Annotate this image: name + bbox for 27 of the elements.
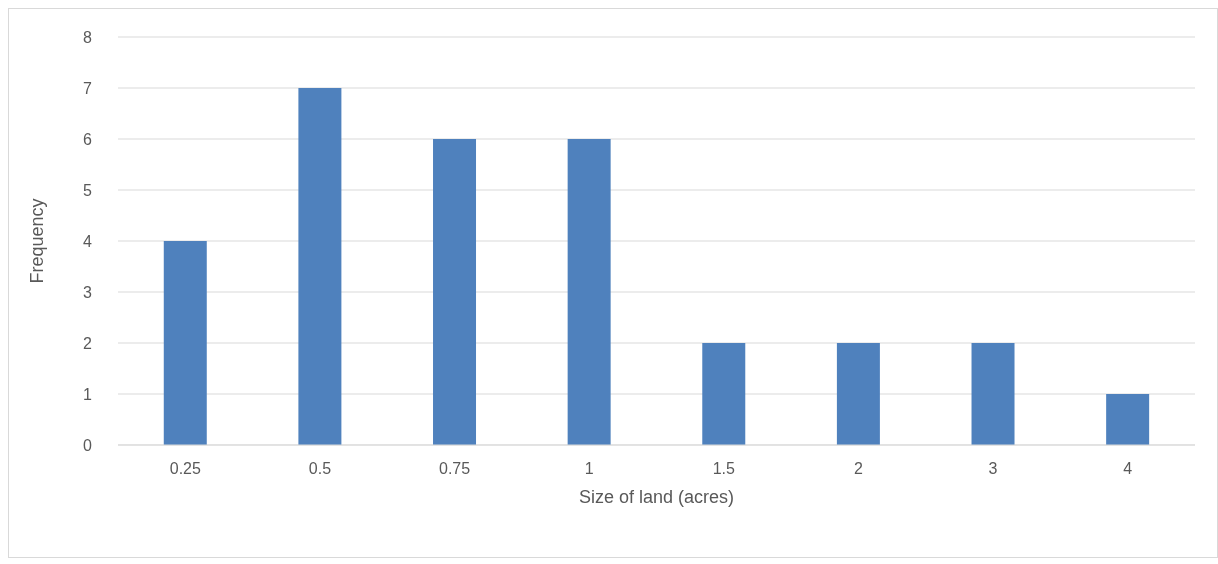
bar [971, 343, 1015, 445]
x-tick-label: 0.5 [308, 460, 332, 478]
y-tick-label: 4 [83, 232, 93, 250]
y-tick-label: 8 [83, 28, 93, 46]
bar [1106, 394, 1150, 445]
x-axis-title: Size of land (acres) [578, 487, 735, 507]
y-tick-label: 7 [83, 79, 93, 97]
x-tick-label: 3 [988, 460, 998, 478]
x-tick-label: 0.75 [438, 460, 471, 478]
y-tick-label: 3 [83, 283, 93, 301]
bar [433, 139, 477, 445]
y-tick-label: 2 [83, 334, 93, 352]
y-axis-title: Frequency [27, 198, 48, 284]
x-tick-label: 4 [1123, 460, 1133, 478]
y-tick-label: 0 [83, 436, 93, 454]
bar [702, 343, 746, 445]
y-tick-label: 1 [83, 385, 93, 403]
bar [163, 241, 207, 445]
y-tick-label: 6 [83, 130, 93, 148]
bar [567, 139, 611, 445]
y-tick-label: 5 [83, 181, 93, 199]
x-tick-label: 2 [853, 460, 863, 478]
x-tick-label: 1 [584, 460, 594, 478]
x-tick-label: 1.5 [712, 460, 736, 478]
x-tick-label: 0.25 [169, 460, 201, 478]
bar [298, 88, 342, 445]
bar [836, 343, 880, 445]
